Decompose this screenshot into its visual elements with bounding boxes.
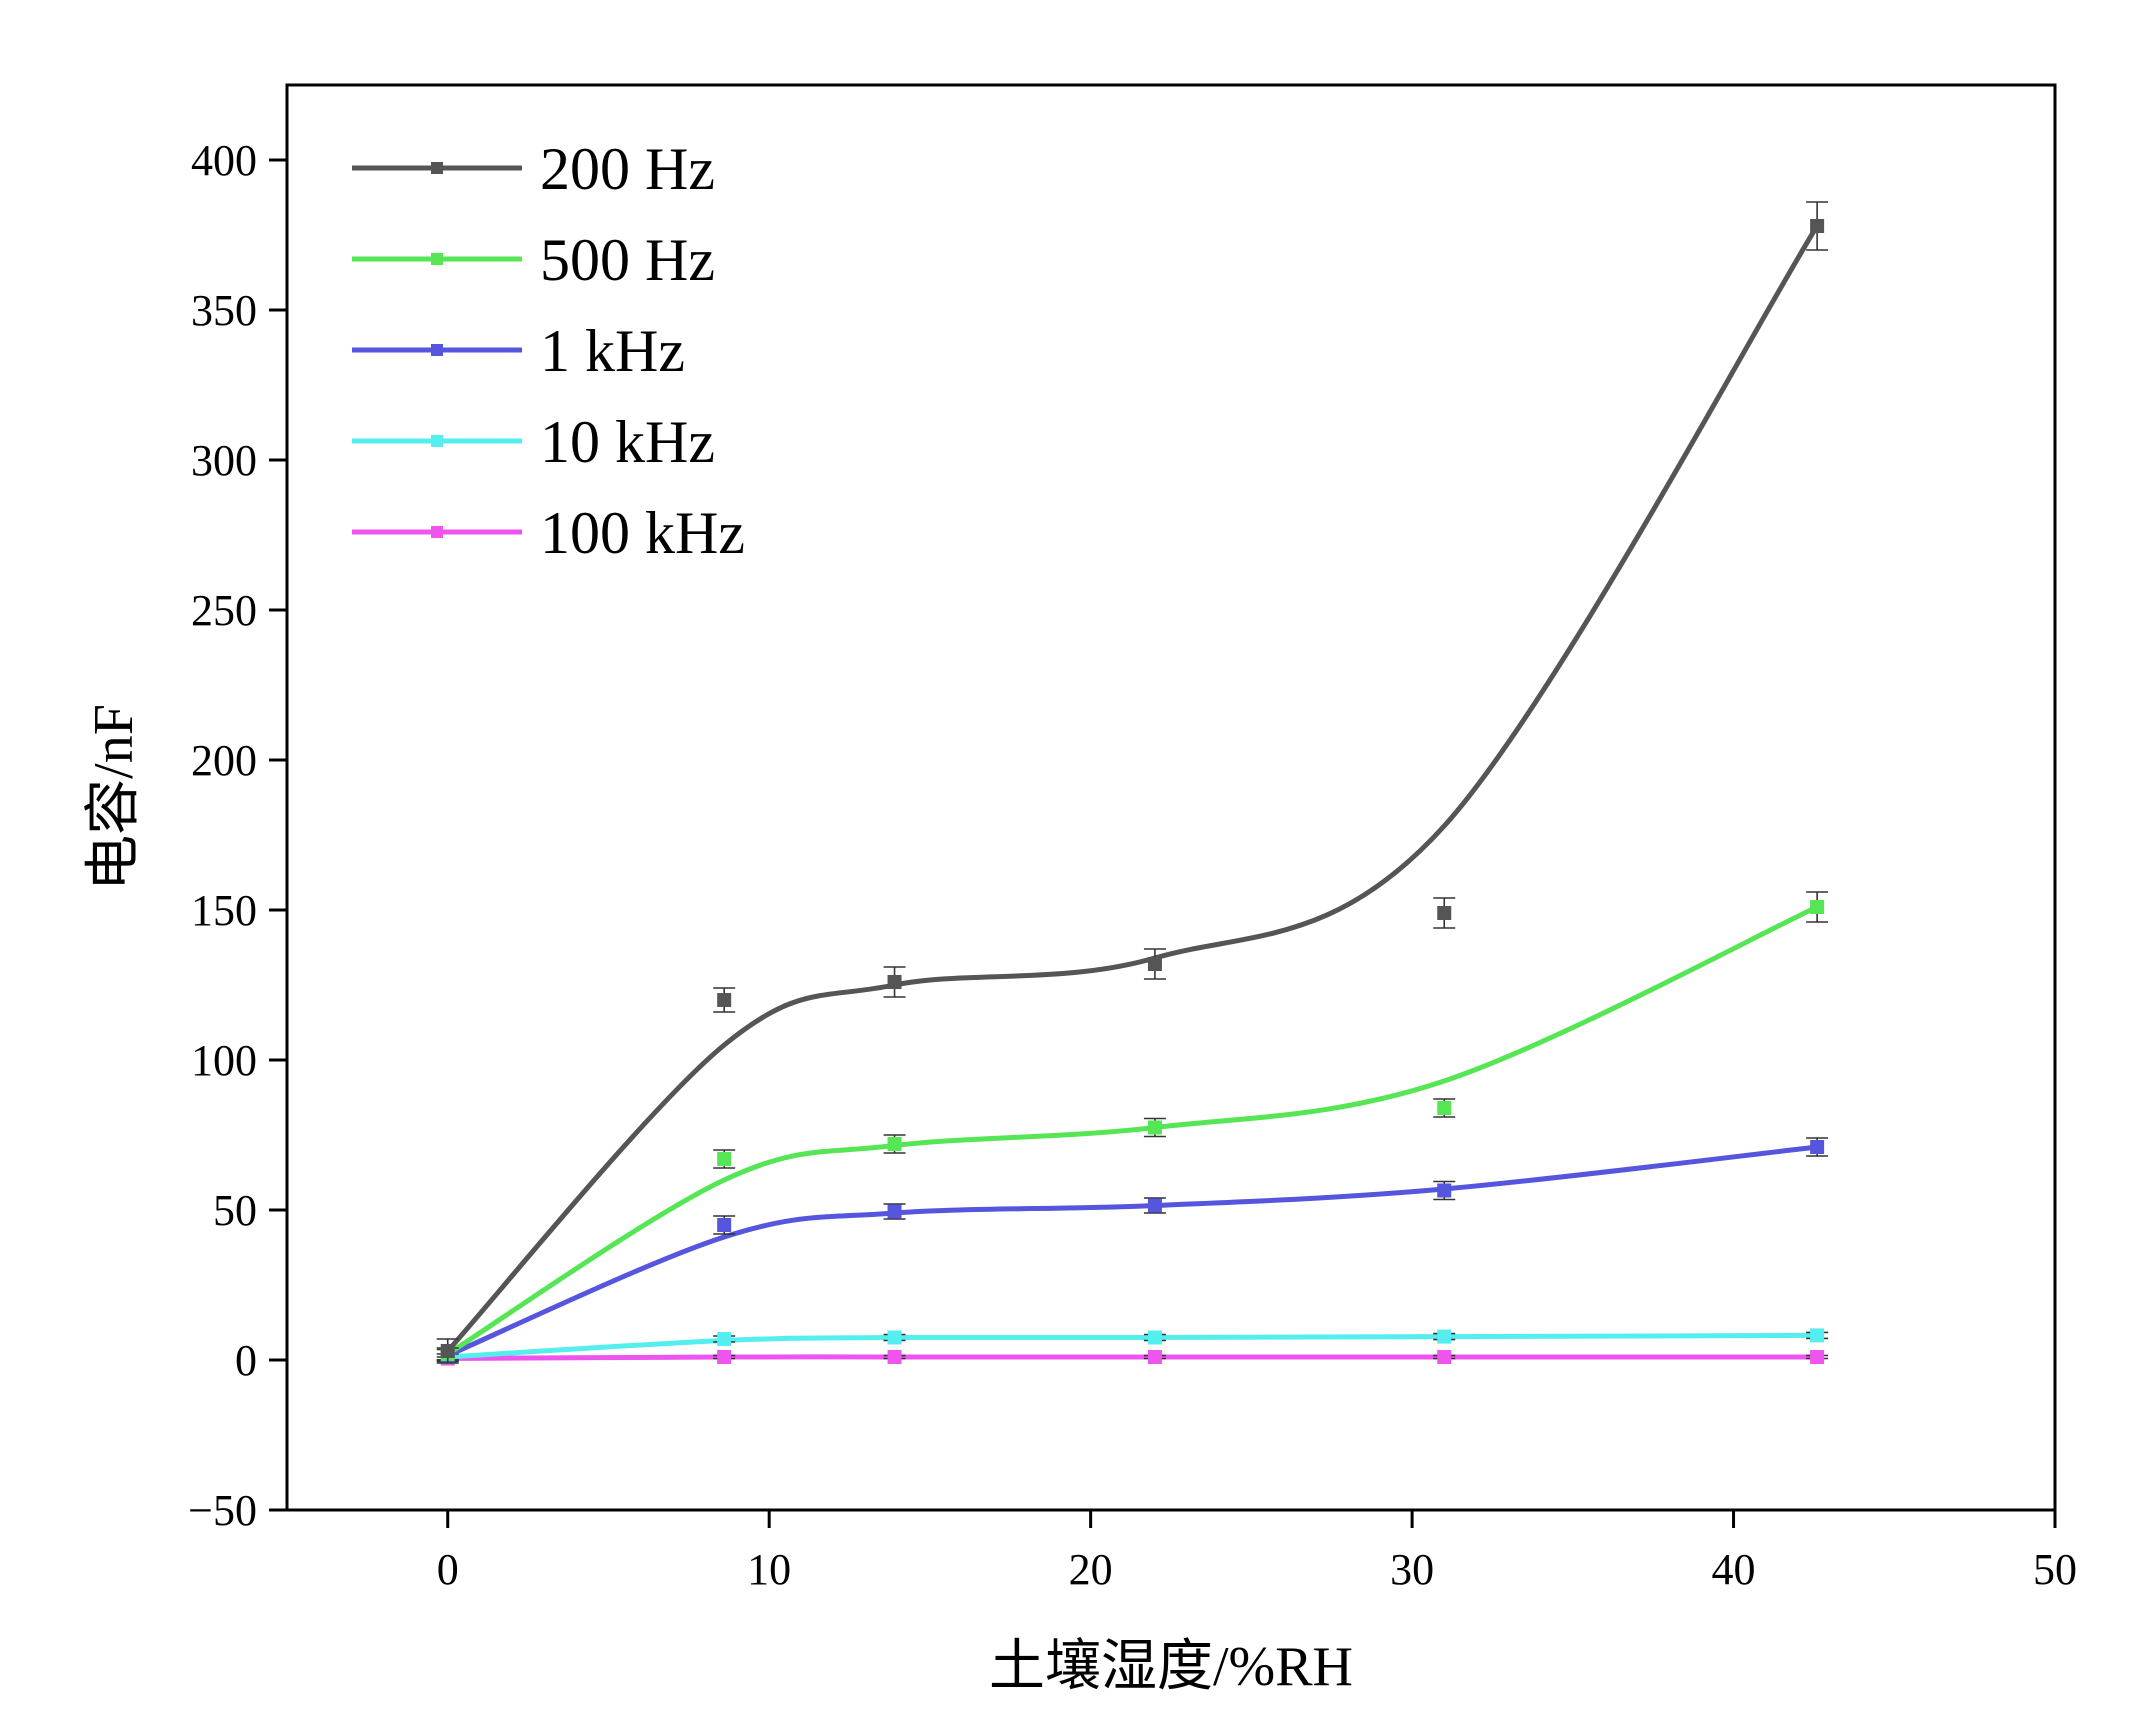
legend-item-10-khz: 10 kHz <box>352 409 715 475</box>
series-line-500-hz <box>446 904 1819 1357</box>
x-tick-label: 50 <box>2033 1545 2077 1594</box>
series-line-100-khz <box>447 1354 1818 1361</box>
legend-item-100-khz: 100 kHz <box>352 500 745 566</box>
data-point <box>1437 906 1452 920</box>
y-tick-label: 50 <box>213 1186 257 1235</box>
data-point <box>1437 1101 1452 1115</box>
legend-item-200-hz: 200 Hz <box>352 136 715 202</box>
y-tick-label: 100 <box>191 1036 257 1085</box>
x-tick-label: 10 <box>747 1545 791 1594</box>
data-point <box>440 1344 455 1358</box>
x-tick-label: 20 <box>1069 1545 1113 1594</box>
y-tick-label: 400 <box>191 136 257 185</box>
data-point <box>717 1218 732 1232</box>
y-tick-label: 300 <box>191 436 257 485</box>
series-1-khz <box>436 1137 1829 1363</box>
data-point <box>1437 1183 1452 1198</box>
x-tick-label: 0 <box>437 1545 459 1594</box>
data-point <box>1810 1350 1825 1364</box>
data-point <box>717 1350 732 1364</box>
series-line-1-khz <box>446 1144 1818 1358</box>
series-layer <box>436 201 1829 1366</box>
legend-label: 10 kHz <box>540 409 715 475</box>
y-tick-label: 350 <box>191 286 257 335</box>
x-axis-label: 土壤湿度/%RH <box>989 1636 1353 1698</box>
legend-swatch-marker <box>431 435 443 447</box>
legend-swatch-marker <box>431 253 443 265</box>
y-tick-label: 0 <box>235 1336 257 1385</box>
plot-frame <box>285 83 2057 1512</box>
series-line-10-khz <box>447 1332 1818 1360</box>
data-point <box>717 993 732 1007</box>
data-point <box>1147 1350 1162 1364</box>
data-point <box>887 975 902 989</box>
data-point <box>1437 1350 1452 1364</box>
data-point <box>717 1332 732 1346</box>
series-200-hz <box>436 201 1829 1364</box>
legend-swatch-marker <box>431 526 443 538</box>
y-tick-label: 250 <box>191 586 257 635</box>
data-point <box>1810 219 1825 233</box>
data-point <box>1810 900 1825 914</box>
legend-swatch-marker <box>431 344 443 356</box>
data-point <box>1147 1198 1162 1213</box>
legend-item-1-khz: 1 kHz <box>352 318 685 384</box>
legend-swatch-marker <box>431 162 443 174</box>
data-point <box>1810 1328 1825 1343</box>
legend-label: 100 kHz <box>540 500 745 566</box>
legend: 200 Hz 500 Hz 1 kHz 10 kHz 100 kHz <box>352 136 745 566</box>
axes-layer: 0 10 20 30 40 50 −50 0 50 100 150 200 250 300 350 400 <box>188 83 2077 1594</box>
data-point <box>887 1330 902 1345</box>
legend-label: 1 kHz <box>540 318 685 384</box>
data-point <box>1147 957 1162 971</box>
legend-label: 200 Hz <box>540 136 715 202</box>
series-line-200-hz <box>445 224 1820 1353</box>
data-point <box>887 1350 902 1364</box>
data-point <box>1437 1329 1452 1344</box>
x-tick-label: 30 <box>1390 1545 1434 1594</box>
data-point <box>887 1137 902 1151</box>
data-point <box>1147 1330 1162 1345</box>
data-point <box>717 1152 732 1166</box>
y-tick-label: 200 <box>191 736 257 785</box>
data-point <box>1147 1120 1162 1135</box>
legend-item-500-hz: 500 Hz <box>352 227 715 293</box>
data-point <box>1810 1140 1825 1154</box>
legend-label: 500 Hz <box>540 227 715 293</box>
data-point <box>887 1204 902 1219</box>
y-axis-label: 电容/nF <box>83 704 145 891</box>
x-tick-label: 40 <box>1712 1545 1756 1594</box>
y-tick-label: 150 <box>191 886 257 935</box>
y-tick-label: −50 <box>188 1486 257 1535</box>
